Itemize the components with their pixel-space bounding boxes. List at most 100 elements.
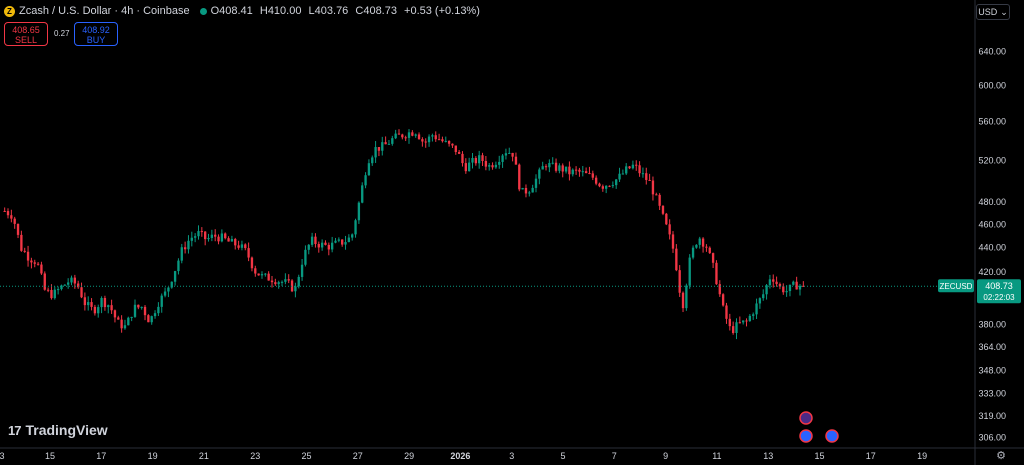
y-tick-label: 420.00 [978,267,1006,277]
currency-label: USD [978,7,998,17]
candle-body [768,279,772,286]
buy-button[interactable]: 408.92 BUY [74,22,118,46]
us-flag-event-icon[interactable] [825,429,839,443]
candle-body [63,284,66,286]
candle-body [508,152,511,154]
candle-body [351,234,354,238]
candle-body [80,287,83,298]
x-tick-label: 23 [250,451,260,461]
lightning-event-icon[interactable] [799,411,813,425]
candle-body [407,132,411,138]
candle-body [715,262,718,285]
candle-body [441,139,444,142]
candle-body [344,242,347,245]
y-tick-label: 380.00 [978,319,1006,329]
candle-body [564,166,568,172]
candle-body [60,285,63,290]
candle-body [290,280,294,292]
symbol-title[interactable]: Zcash / U.S. Dollar · 4h · Coinbase [19,5,190,17]
candle-body [578,169,581,172]
candle-body [330,242,334,250]
candle-body [701,238,705,247]
candle-body [237,245,240,248]
candle-body [498,161,501,165]
x-tick-label: 25 [301,451,311,461]
candle-body [170,281,173,288]
x-tick-label: 15 [814,451,824,461]
candle-body [698,238,701,245]
candle-body [688,257,691,286]
candle-body [414,134,417,136]
candle-body [571,169,574,175]
candle-body [424,141,427,143]
candle-body [561,165,564,172]
candle-body [160,295,163,307]
candle-body [748,315,752,321]
x-tick-label: 19 [917,451,927,461]
buy-label: BUY [86,35,106,45]
close-label: C [355,5,364,17]
candle-body [401,134,404,138]
y-tick-label: 348.00 [978,365,1006,375]
last-price-label-bg [977,279,1021,304]
candle-body [117,317,120,320]
candle-body [73,277,77,284]
candle-body [36,263,40,265]
candle-body [731,326,735,333]
candle-body [387,143,391,145]
candle-body [264,273,267,275]
high-label: H [259,5,268,17]
candle-body [270,280,274,283]
candle-body [130,316,133,318]
candle-body [615,179,618,186]
currency-selector[interactable]: USD ⌄ [976,4,1010,20]
x-tick-label: 15 [45,451,55,461]
x-tick-label: 17 [96,451,106,461]
candle-body [735,322,738,333]
candle-body [260,274,264,276]
tradingview-logo-text: TradingView [25,422,108,438]
candle-body [374,147,377,158]
candle-body [711,253,715,263]
candle-body [357,202,361,221]
candle-body [431,135,434,137]
y-tick-label: 460.00 [978,219,1006,229]
x-tick-label: 29 [404,451,414,461]
x-tick-label: 27 [353,451,363,461]
y-tick-label: 440.00 [978,243,1006,253]
candle-body [558,165,561,171]
y-tick-label: 333.00 [978,388,1006,398]
candle-body [524,187,528,194]
candle-body [651,180,655,195]
candle-body [97,307,100,314]
candle-body [304,249,307,265]
candle-body [548,163,551,168]
candle-body [30,260,33,263]
candle-body [631,164,635,169]
candle-body [665,213,668,225]
market-status-icon [199,7,207,15]
candle-body [521,187,524,190]
gear-icon[interactable]: ⚙ [996,450,1006,462]
candle-body [13,218,16,224]
x-tick-label: 5 [560,451,565,461]
candle-body [220,233,224,242]
candle-body [638,165,641,174]
candle-body [798,285,802,290]
candle-body [56,289,60,291]
candle-body [464,163,467,172]
candle-body [317,243,320,248]
candle-body [6,211,10,216]
candle-body [467,162,471,172]
candle-body [531,187,534,193]
candle-body [538,169,541,179]
candle-body [601,186,604,189]
candle-body [257,273,260,276]
candle-body [197,231,200,237]
tradingview-logo[interactable]: 17 TradingView [8,422,108,438]
us-flag-event-icon[interactable] [799,429,813,443]
candle-body [792,281,795,285]
sell-button[interactable]: 408.65 SELL [4,22,48,46]
